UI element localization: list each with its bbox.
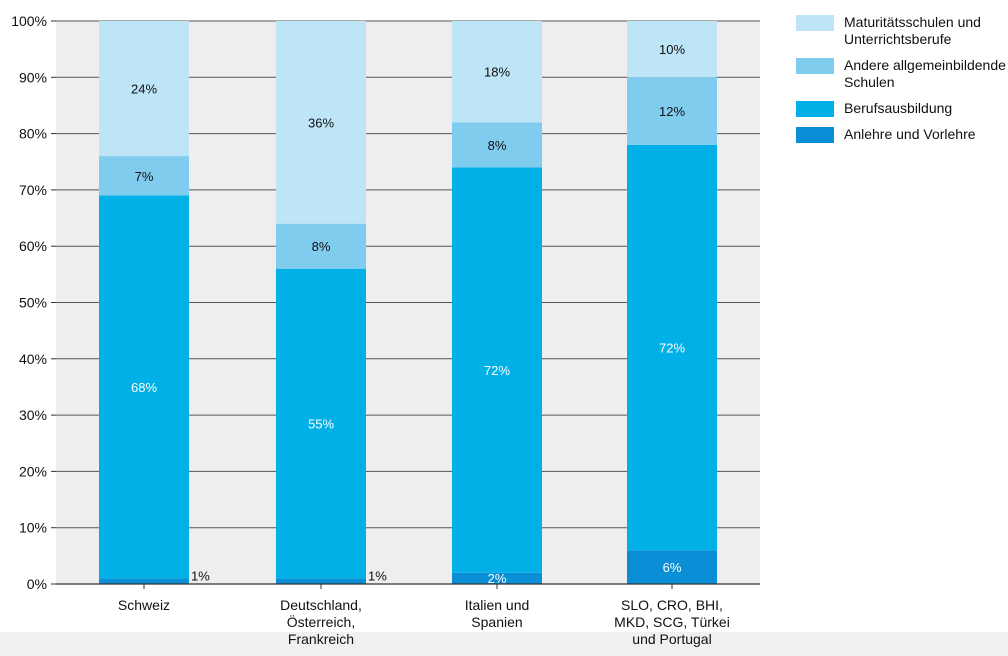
bar-segment — [627, 550, 717, 584]
bar-segment — [276, 21, 366, 224]
y-tick-label: 30% — [19, 407, 47, 423]
legend-label-line: Berufsausbildung — [844, 100, 953, 116]
x-category-label: Italien und — [465, 597, 530, 613]
bar-segment — [627, 144, 717, 551]
data-label: 72% — [659, 341, 685, 356]
data-label: 72% — [484, 363, 510, 378]
bar-segment — [452, 21, 542, 123]
x-category-label: Österreich, — [287, 613, 355, 630]
legend-swatch — [796, 58, 834, 74]
data-label: 1% — [191, 568, 210, 583]
data-label: 18% — [484, 65, 510, 80]
data-label: 8% — [312, 239, 331, 254]
y-tick-label: 90% — [19, 69, 47, 85]
legend-label-line: Unterrichtsberufe — [844, 31, 952, 47]
data-label: 36% — [308, 115, 334, 130]
data-label: 24% — [131, 82, 157, 97]
legend-item-anlehre: Anlehre und Vorlehre — [796, 126, 1008, 143]
bar-segment — [99, 156, 189, 196]
bar-segment — [452, 167, 542, 573]
legend-item-maturitaetsschulen: Maturitätsschulen und Unterrichtsberufe — [796, 14, 1008, 48]
bar-segment — [627, 77, 717, 145]
y-tick-label: 100% — [11, 13, 47, 29]
bottom-band — [0, 632, 1008, 656]
bar-segment — [99, 21, 189, 157]
y-tick-label: 0% — [27, 576, 47, 592]
bar-segment — [452, 572, 542, 584]
chart-legend: Maturitätsschulen und Unterrichtsberufe … — [796, 14, 1008, 152]
legend-swatch — [796, 127, 834, 143]
bar-segment — [276, 578, 366, 584]
data-label: 10% — [659, 42, 685, 57]
x-category-label: SLO, CRO, BHI, — [621, 597, 723, 613]
legend-swatch — [796, 15, 834, 31]
legend-label-line: Schulen — [844, 74, 895, 90]
bar-segment — [276, 223, 366, 269]
y-tick-label: 60% — [19, 238, 47, 254]
data-label: 1% — [368, 568, 387, 583]
data-label: 12% — [659, 104, 685, 119]
x-category-label: Deutschland, — [280, 597, 362, 613]
y-tick-label: 80% — [19, 126, 47, 142]
legend-label-line: Anlehre und Vorlehre — [844, 126, 976, 142]
bar-segment — [276, 268, 366, 579]
y-tick-label: 50% — [19, 295, 47, 311]
bar-segment — [99, 195, 189, 579]
legend-label-line: Maturitätsschulen und — [844, 14, 981, 30]
y-tick-label: 70% — [19, 182, 47, 198]
y-tick-label: 10% — [19, 520, 47, 536]
bar-segment — [99, 578, 189, 584]
legend-label-line: Andere allgemeinbildende — [844, 57, 1006, 73]
data-label: 55% — [308, 417, 334, 432]
legend-item-berufsausbildung: Berufsausbildung — [796, 100, 1008, 117]
bar-segment — [627, 21, 717, 78]
bar-segment — [452, 122, 542, 168]
y-tick-label: 40% — [19, 351, 47, 367]
legend-item-andere-schulen: Andere allgemeinbildende Schulen — [796, 57, 1008, 91]
x-category-label: Spanien — [471, 614, 522, 630]
x-category-label: Schweiz — [118, 597, 170, 613]
data-label: 68% — [131, 380, 157, 395]
x-category-label: MKD, SCG, Türkei — [614, 614, 730, 630]
data-label: 6% — [663, 560, 682, 575]
data-label: 2% — [488, 571, 507, 586]
stacked-bar-chart: 0% 10% 20% 30% 40% 50% 60% 70% 80% 90% 100% 1% 68% 7%… — [11, 13, 760, 647]
legend-swatch — [796, 101, 834, 117]
data-label: 7% — [135, 169, 154, 184]
data-label: 8% — [488, 138, 507, 153]
x-category-label: Frankreich — [288, 631, 354, 647]
x-category-label: und Portugal — [632, 631, 711, 647]
y-tick-label: 20% — [19, 463, 47, 479]
